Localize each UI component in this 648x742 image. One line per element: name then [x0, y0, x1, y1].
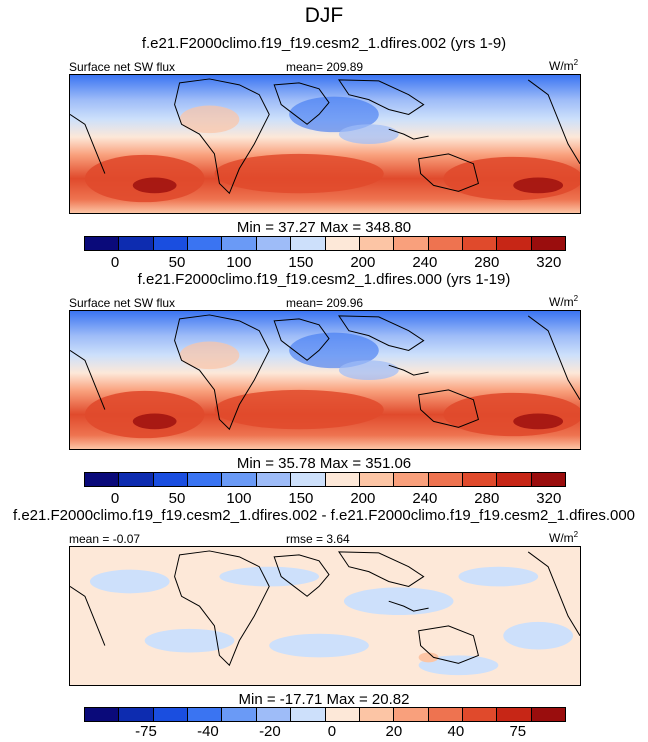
colorbar-1-tick-label: 200 — [350, 254, 376, 271]
panel-2-variable-label: Surface net SW flux — [69, 296, 176, 310]
colorbar-2-swatch — [291, 473, 326, 486]
colorbar-1-swatch — [256, 237, 292, 250]
colorbar-3-swatch — [531, 708, 566, 721]
panel-1-variable-label: Surface net SW flux — [69, 60, 176, 74]
colorbar-3-tick-label: -75 — [135, 723, 157, 740]
colorbar-1-swatch — [188, 237, 223, 250]
colorbar-3-swatch — [256, 708, 292, 721]
colorbar-2-tick-label: 100 — [226, 490, 252, 507]
panel-3-rmse-label: rmse = 3.64 — [286, 532, 350, 546]
colorbar-1-tick-label: 240 — [412, 254, 438, 271]
colorbar-3-swatch — [497, 708, 532, 721]
colorbar-1-tick-label: 150 — [288, 254, 314, 271]
figure-title: DJF — [304, 4, 344, 27]
colorbar-3 — [84, 707, 566, 722]
colorbar-2-tick-label: 50 — [168, 490, 186, 507]
colorbar-3-swatch — [291, 708, 326, 721]
colorbar-3-tick-label: 40 — [447, 723, 465, 740]
colorbar-2-tick-label: 240 — [412, 490, 438, 507]
colorbar-3-tick-label: 0 — [327, 723, 337, 740]
panel-2-minmax: Min = 35.78 Max = 351.06 — [236, 455, 412, 472]
colorbar-1 — [84, 236, 566, 251]
colorbar-2-swatch — [256, 473, 292, 486]
colorbar-3-swatch — [85, 708, 120, 721]
colorbar-1-tick-label: 280 — [474, 254, 500, 271]
colorbar-2-swatch — [222, 473, 257, 486]
colorbar-2-swatch — [188, 473, 223, 486]
colorbar-3-tick-label: 75 — [509, 723, 527, 740]
colorbar-1-swatch — [359, 237, 395, 250]
panel-3-case-title: f.e21.F2000climo.f19_f19.cesm2_1.dfires.… — [12, 507, 636, 524]
colorbar-2 — [84, 472, 566, 487]
colorbar-1-tick-label: 320 — [536, 254, 562, 271]
panel-1-units: W/m2 — [549, 58, 579, 73]
colorbar-3-tick-label: -20 — [259, 723, 281, 740]
colorbar-3-swatch — [222, 708, 257, 721]
colorbar-1-tick-label: 50 — [168, 254, 186, 271]
panel-3-mean-label: mean = -0.07 — [69, 532, 141, 546]
colorbar-1-swatch — [291, 237, 326, 250]
colorbar-1-swatch — [119, 237, 154, 250]
colorbar-3-swatch — [359, 708, 395, 721]
panel-2-map — [69, 310, 581, 450]
colorbar-2-swatch — [119, 473, 154, 486]
colorbar-3-tick-label: -40 — [197, 723, 219, 740]
colorbar-3-swatch — [153, 708, 189, 721]
colorbar-3-swatch — [325, 708, 360, 721]
panel-2-units: W/m2 — [549, 294, 579, 309]
colorbar-2-tick-label: 280 — [474, 490, 500, 507]
colorbar-1-swatch — [428, 237, 463, 250]
colorbar-1-swatch — [153, 237, 189, 250]
colorbar-2-tick-label: 200 — [350, 490, 376, 507]
colorbar-1-swatch — [85, 237, 120, 250]
colorbar-1-swatch — [462, 237, 498, 250]
colorbar-1-swatch — [394, 237, 429, 250]
colorbar-2-swatch — [153, 473, 189, 486]
panel-2-mean-label: mean= 209.96 — [286, 296, 364, 310]
colorbar-1-swatch — [531, 237, 566, 250]
colorbar-2-swatch — [462, 473, 498, 486]
colorbar-2-swatch — [497, 473, 532, 486]
panel-3-minmax: Min = -17.71 Max = 20.82 — [238, 691, 410, 708]
colorbar-2-swatch — [428, 473, 463, 486]
colorbar-1-swatch — [222, 237, 257, 250]
colorbar-2-swatch — [85, 473, 120, 486]
colorbar-1-swatch — [325, 237, 360, 250]
colorbar-3-swatch — [188, 708, 223, 721]
colorbar-1-tick-label: 0 — [110, 254, 120, 271]
colorbar-2-swatch — [359, 473, 395, 486]
panel-3-units: W/m2 — [549, 530, 579, 545]
panel-1-case-title: f.e21.F2000climo.f19_f19.cesm2_1.dfires.… — [141, 35, 507, 52]
colorbar-1-tick-label: 100 — [226, 254, 252, 271]
colorbar-3-swatch — [394, 708, 429, 721]
colorbar-2-tick-label: 320 — [536, 490, 562, 507]
colorbar-2-tick-label: 0 — [110, 490, 120, 507]
colorbar-2-swatch — [394, 473, 429, 486]
colorbar-2-tick-label: 150 — [288, 490, 314, 507]
panel-1-minmax: Min = 37.27 Max = 348.80 — [236, 219, 412, 236]
panel-1-map — [69, 74, 581, 214]
colorbar-3-swatch — [119, 708, 154, 721]
colorbar-3-swatch — [428, 708, 463, 721]
colorbar-3-swatch — [462, 708, 498, 721]
panel-3-map — [69, 546, 581, 686]
colorbar-3-tick-label: 20 — [385, 723, 403, 740]
colorbar-2-swatch — [325, 473, 360, 486]
colorbar-2-swatch — [531, 473, 566, 486]
colorbar-1-swatch — [497, 237, 532, 250]
panel-1-mean-label: mean= 209.89 — [286, 60, 364, 74]
panel-2-case-title: f.e21.F2000climo.f19_f19.cesm2_1.dfires.… — [137, 271, 511, 288]
